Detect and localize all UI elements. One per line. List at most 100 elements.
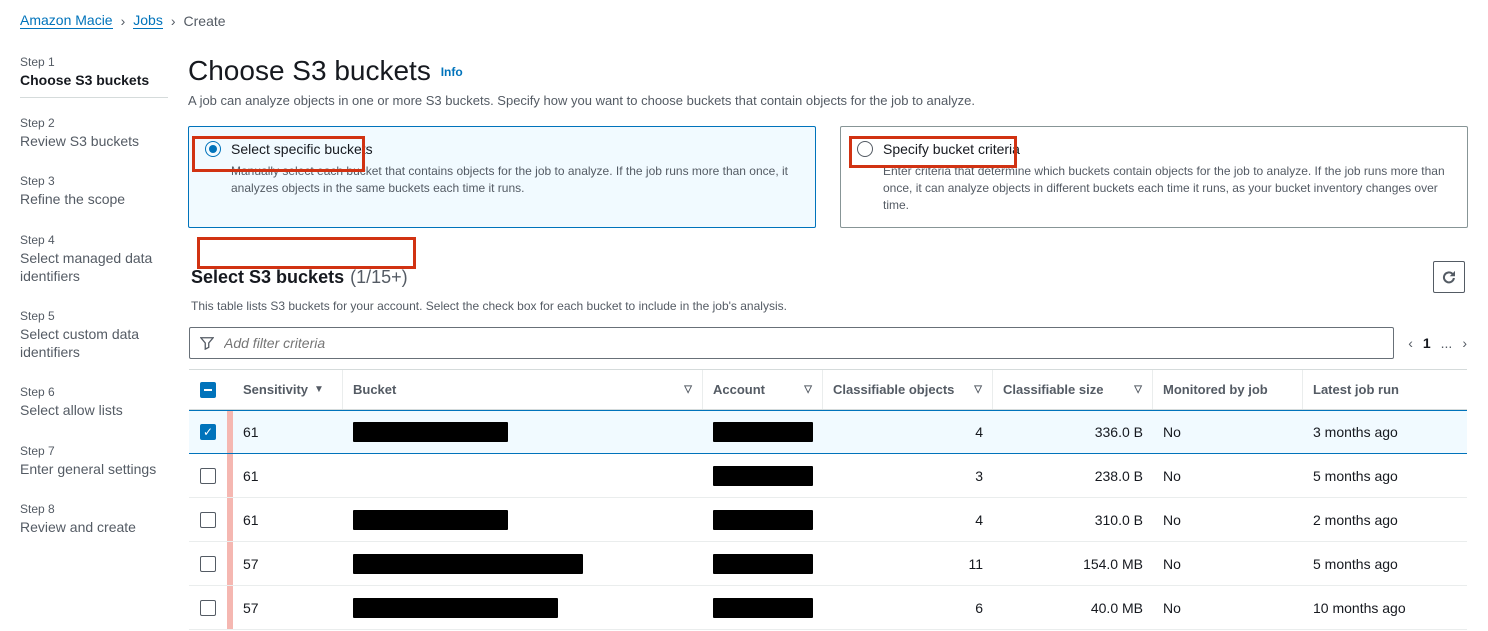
filter-icon [200, 336, 214, 350]
redacted-text [353, 422, 508, 442]
table-row[interactable]: 61 4 310.0 B No 2 months ago [189, 498, 1467, 542]
cell-size: 40.0 MB [993, 586, 1153, 629]
refresh-button[interactable] [1433, 261, 1465, 293]
select-buckets-panel: Select S3 buckets (1/15+) This table lis… [188, 246, 1468, 631]
cell-monitored: No [1153, 454, 1303, 497]
cell-size: 154.0 MB [993, 542, 1153, 585]
cell-account [703, 411, 823, 453]
cell-monitored: No [1153, 542, 1303, 585]
row-checkbox[interactable] [200, 424, 216, 440]
filter-input[interactable] [224, 335, 1383, 351]
step-number: Step 2 [20, 116, 168, 130]
wizard-step[interactable]: Step 3 Refine the scope [20, 174, 168, 208]
wizard-step[interactable]: Step 6 Select allow lists [20, 385, 168, 419]
cell-objects: 3 [823, 454, 993, 497]
cell-size: 310.0 B [993, 498, 1153, 541]
wizard-step[interactable]: Step 8 Review and create [20, 502, 168, 536]
cell-monitored: No [1153, 411, 1303, 453]
cell-latest: 5 months ago [1303, 542, 1467, 585]
row-checkbox[interactable] [200, 512, 216, 528]
wizard-step[interactable]: Step 5 Select custom data identifiers [20, 309, 168, 361]
pager-prev-icon[interactable]: ‹ [1408, 335, 1413, 351]
cell-size: 336.0 B [993, 411, 1153, 453]
panel-subtitle: This table lists S3 buckets for your acc… [191, 299, 1465, 313]
breadcrumb-link-jobs[interactable]: Jobs [133, 12, 163, 29]
panel-count: (1/15+) [350, 267, 408, 288]
info-link[interactable]: Info [441, 65, 463, 79]
cell-sensitivity: 57 [233, 542, 343, 585]
table-row[interactable]: 57 6 40.0 MB No 10 months ago [189, 586, 1467, 630]
col-bucket[interactable]: Bucket▽ [343, 370, 703, 409]
cell-bucket [343, 498, 703, 541]
radio-icon[interactable] [857, 141, 873, 157]
step-title: Select managed data identifiers [20, 249, 168, 285]
panel-title: Select S3 buckets [191, 267, 344, 288]
wizard-step[interactable]: Step 1 Choose S3 buckets [20, 55, 168, 98]
sort-icon: ▽ [684, 384, 692, 395]
step-number: Step 5 [20, 309, 168, 323]
row-checkbox[interactable] [200, 468, 216, 484]
wizard-step[interactable]: Step 2 Review S3 buckets [20, 116, 168, 150]
col-objects[interactable]: Classifiable objects▽ [823, 370, 993, 409]
select-all-checkbox[interactable] [200, 382, 216, 398]
col-sensitivity[interactable]: Sensitivity▼ [233, 370, 343, 409]
chevron-right-icon: › [121, 13, 126, 29]
table-row[interactable]: 61 3 238.0 B No 5 months ago [189, 454, 1467, 498]
col-account[interactable]: Account▽ [703, 370, 823, 409]
pager-ellipsis: ... [1441, 335, 1453, 351]
step-number: Step 8 [20, 502, 168, 516]
step-title: Review S3 buckets [20, 132, 168, 150]
cell-bucket [343, 586, 703, 629]
step-number: Step 3 [20, 174, 168, 188]
cell-objects: 11 [823, 542, 993, 585]
pager-page-number: 1 [1423, 335, 1431, 351]
step-title: Enter general settings [20, 460, 168, 478]
step-number: Step 6 [20, 385, 168, 399]
breadcrumb: Amazon Macie › Jobs › Create [0, 0, 1488, 35]
option-label: Select specific buckets [231, 141, 373, 157]
redacted-text [713, 598, 813, 618]
step-number: Step 7 [20, 444, 168, 458]
table-row[interactable]: 57 11 154.0 MB No 5 months ago [189, 542, 1467, 586]
redacted-text [353, 510, 508, 530]
cell-latest: 3 months ago [1303, 411, 1467, 453]
cell-sensitivity: 61 [233, 498, 343, 541]
cell-account [703, 498, 823, 541]
step-title: Select custom data identifiers [20, 325, 168, 361]
cell-size: 238.0 B [993, 454, 1153, 497]
radio-icon[interactable] [205, 141, 221, 157]
wizard-step[interactable]: Step 4 Select managed data identifiers [20, 233, 168, 285]
redacted-text [713, 510, 813, 530]
pager: ‹ 1 ... › [1408, 335, 1467, 351]
redacted-text [353, 598, 558, 618]
col-monitored[interactable]: Monitored by job [1153, 370, 1303, 409]
wizard-steps-sidebar: Step 1 Choose S3 buckets Step 2 Review S3… [0, 35, 168, 631]
cell-objects: 6 [823, 586, 993, 629]
buckets-table: Sensitivity▼ Bucket▽ Account▽ Classifiab… [189, 369, 1467, 630]
step-title: Refine the scope [20, 190, 168, 208]
table-row[interactable]: 61 4 336.0 B No 3 months ago [189, 410, 1467, 454]
page-subtitle: A job can analyze objects in one or more… [188, 93, 1468, 108]
pager-next-icon[interactable]: › [1462, 335, 1467, 351]
cell-objects: 4 [823, 411, 993, 453]
row-checkbox[interactable] [200, 556, 216, 572]
breadcrumb-link-macie[interactable]: Amazon Macie [20, 12, 113, 29]
sort-icon: ▽ [1134, 384, 1142, 395]
table-header: Sensitivity▼ Bucket▽ Account▽ Classifiab… [189, 370, 1467, 410]
wizard-step[interactable]: Step 7 Enter general settings [20, 444, 168, 478]
filter-input-wrapper[interactable] [189, 327, 1394, 359]
step-title: Review and create [20, 518, 168, 536]
col-latest[interactable]: Latest job run [1303, 370, 1467, 409]
cell-account [703, 586, 823, 629]
cell-objects: 4 [823, 498, 993, 541]
redacted-text [713, 554, 813, 574]
col-size[interactable]: Classifiable size▽ [993, 370, 1153, 409]
cell-latest: 10 months ago [1303, 586, 1467, 629]
option-description: Manually select each bucket that contain… [231, 163, 799, 197]
option-specify-bucket-criteria[interactable]: Specify bucket criteria Enter criteria t… [840, 126, 1468, 228]
row-checkbox[interactable] [200, 600, 216, 616]
cell-account [703, 542, 823, 585]
breadcrumb-current: Create [184, 13, 226, 29]
cell-bucket [343, 411, 703, 453]
option-select-specific-buckets[interactable]: Select specific buckets Manually select … [188, 126, 816, 228]
